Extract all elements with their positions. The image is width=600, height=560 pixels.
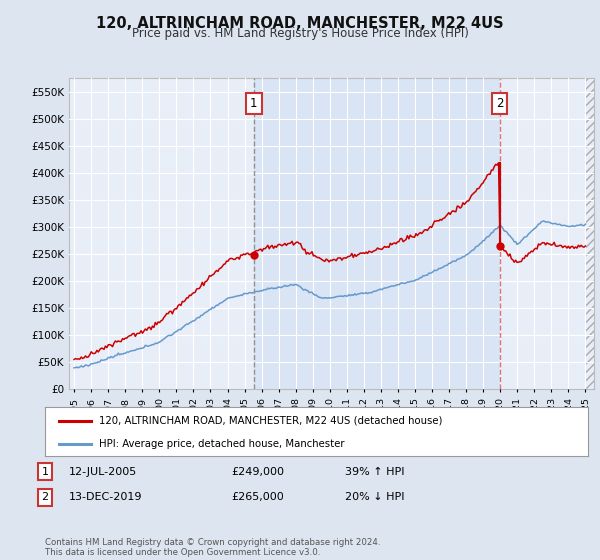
Text: 2: 2 xyxy=(41,492,49,502)
Text: Price paid vs. HM Land Registry's House Price Index (HPI): Price paid vs. HM Land Registry's House … xyxy=(131,27,469,40)
Text: 13-DEC-2019: 13-DEC-2019 xyxy=(69,492,143,502)
Text: 120, ALTRINCHAM ROAD, MANCHESTER, M22 4US: 120, ALTRINCHAM ROAD, MANCHESTER, M22 4U… xyxy=(96,16,504,31)
Text: 1: 1 xyxy=(41,466,49,477)
Text: 2: 2 xyxy=(496,97,503,110)
Text: HPI: Average price, detached house, Manchester: HPI: Average price, detached house, Manc… xyxy=(100,439,345,449)
Bar xyxy=(254,78,500,389)
Text: 1: 1 xyxy=(250,97,257,110)
Text: 39% ↑ HPI: 39% ↑ HPI xyxy=(345,466,404,477)
Text: £249,000: £249,000 xyxy=(231,466,284,477)
Text: 12-JUL-2005: 12-JUL-2005 xyxy=(69,466,137,477)
Text: Contains HM Land Registry data © Crown copyright and database right 2024.
This d: Contains HM Land Registry data © Crown c… xyxy=(45,538,380,557)
Text: £265,000: £265,000 xyxy=(231,492,284,502)
Text: 120, ALTRINCHAM ROAD, MANCHESTER, M22 4US (detached house): 120, ALTRINCHAM ROAD, MANCHESTER, M22 4U… xyxy=(100,416,443,426)
Bar xyxy=(586,78,594,389)
Text: 20% ↓ HPI: 20% ↓ HPI xyxy=(345,492,404,502)
